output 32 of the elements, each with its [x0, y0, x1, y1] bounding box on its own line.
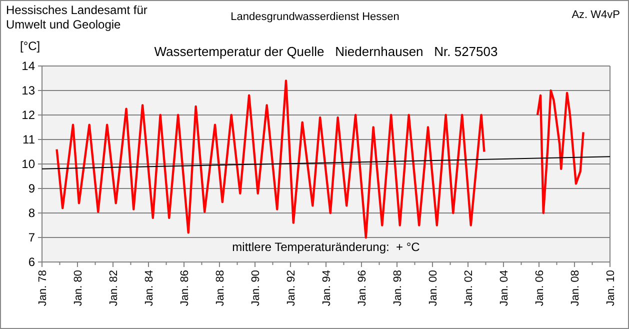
x-tick-label: Jan. 88 [214, 270, 226, 306]
annotation: mittlere Temperaturänderung: + °C [232, 240, 420, 254]
text: Az. W4vP [572, 9, 620, 21]
x-tick-label: Jan. 84 [143, 270, 156, 306]
y-tick-label: 6 [28, 255, 36, 270]
x-tick-label: Jan. 82 [108, 270, 120, 306]
x-tick-label: Jan. 02 [462, 270, 475, 306]
y-tick-label: 11 [22, 132, 36, 147]
y-tick-label: 12 [22, 108, 36, 122]
text: Landesgrundwasserdienst Hessen [230, 11, 400, 23]
x-tick-label: Jan. 90 [250, 270, 262, 306]
x-tick-label: Jan. 06 [534, 270, 546, 306]
x-tick-label: Jan. 10 [604, 270, 617, 306]
x-tick-label: Jan. 08 [569, 270, 582, 306]
y-tick-label: 13 [22, 84, 36, 98]
x-tick-label: Jan. 98 [392, 270, 404, 306]
x-tick-label: Jan. 78 [36, 270, 49, 306]
x-tick-label: Jan. 00 [427, 270, 440, 306]
chart-title: Wassertemperatur der Quelle Niedernhausen Nr. 527503 [154, 44, 498, 59]
x-tick-label: Jan. 04 [498, 270, 510, 306]
y-tick-label: 10 [22, 157, 36, 172]
x-tick-label: Jan. 96 [356, 270, 368, 306]
y-tick-label: 7 [28, 230, 36, 245]
y-axis-title: [°C] [20, 39, 40, 53]
x-tick-label: Jan. 92 [285, 270, 298, 306]
x-tick-label: Jan. 86 [178, 270, 191, 306]
y-tick-label: 14 [22, 59, 36, 74]
x-tick-label: Jan. 80 [72, 270, 84, 306]
y-tick-label: 9 [28, 182, 36, 196]
text: Hessisches Landesamt für Umwelt und Geologie [6, 3, 148, 32]
x-tick-label: Jan. 94 [320, 270, 333, 306]
y-tick-label: 8 [28, 206, 36, 220]
